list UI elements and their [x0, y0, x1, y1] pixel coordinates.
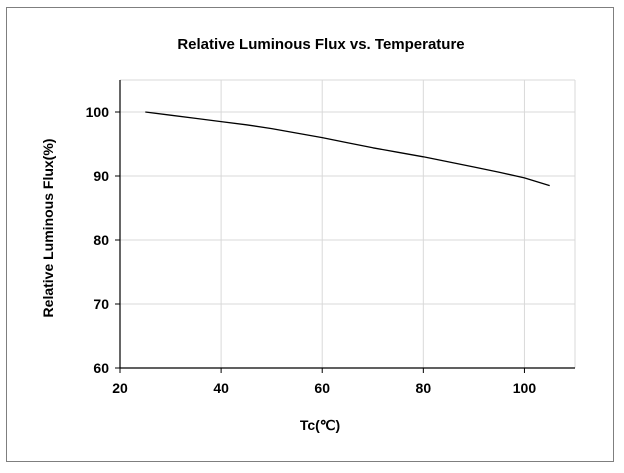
series-line	[145, 111, 550, 187]
axes	[119, 80, 575, 369]
y-tick-label: 100	[86, 104, 110, 120]
x-tick-label: 20	[112, 380, 128, 396]
x-tick-label: 100	[513, 380, 537, 396]
y-tick-label: 80	[93, 232, 109, 248]
y-tick-label: 60	[93, 360, 109, 376]
chart-frame: Relative Luminous Flux vs. Temperature 2…	[6, 7, 614, 462]
y-tick-label: 90	[93, 168, 109, 184]
y-tick-label: 70	[93, 296, 109, 312]
line-chart: Relative Luminous Flux vs. Temperature 2…	[40, 36, 576, 433]
x-axis-ticks: 20 40 60 80 100	[112, 368, 536, 396]
x-tick-label: 40	[213, 380, 229, 396]
series	[145, 111, 550, 187]
x-tick-label: 80	[416, 380, 432, 396]
x-axis-label: Tc(℃)	[300, 417, 340, 433]
y-axis-label: Relative Luminous Flux(%)	[40, 139, 56, 318]
y-axis-ticks: 60 70 80 90 100	[86, 104, 120, 376]
chart-title: Relative Luminous Flux vs. Temperature	[177, 36, 464, 53]
x-tick-label: 60	[314, 380, 330, 396]
grid	[120, 79, 576, 368]
